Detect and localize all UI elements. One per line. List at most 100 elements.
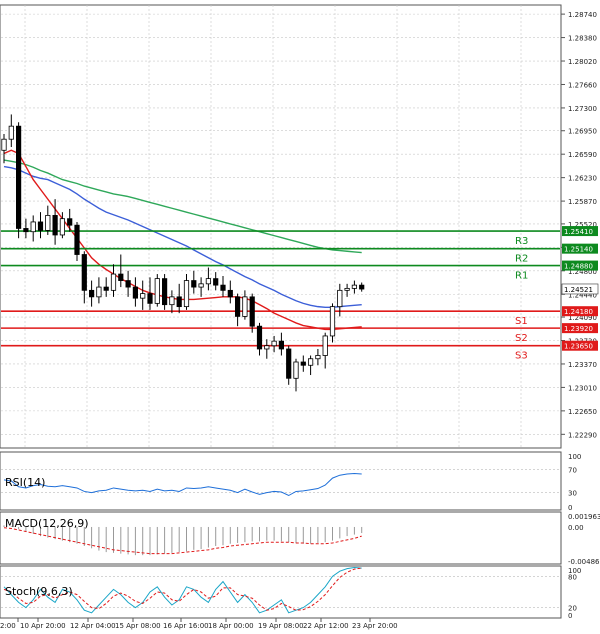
- candle-body: [1, 138, 7, 151]
- candle-body: [271, 340, 277, 347]
- stoch-tick-label: 80: [568, 573, 577, 581]
- price-tick-label: 1.28020: [568, 58, 597, 66]
- x-tick-label: 16 Apr 16:00: [163, 622, 209, 630]
- price-tick-label: 1.23010: [568, 384, 597, 392]
- rsi-tick-label: 0: [568, 504, 572, 512]
- rsi-tick-label: 70: [568, 466, 577, 474]
- rsi-panel: [0, 451, 562, 511]
- price-tick-label: 1.27660: [568, 81, 597, 89]
- candle-body: [81, 254, 87, 291]
- candle-body: [161, 278, 168, 306]
- candle-body: [234, 296, 241, 317]
- price-tick-label: 1.26950: [568, 128, 597, 136]
- pivot-price-tag-bg: [562, 226, 598, 237]
- candlesticks: [1, 114, 365, 392]
- candle-body: [205, 278, 211, 285]
- candle-body: [359, 284, 365, 290]
- candle-body: [74, 224, 80, 255]
- candle-body: [140, 293, 146, 299]
- candle-body: [278, 340, 285, 350]
- candle-body: [242, 296, 248, 317]
- price-tick-label: 1.22650: [568, 408, 597, 416]
- candle-body: [132, 286, 138, 299]
- pivot-label-s3: S3: [515, 351, 528, 362]
- candle-body: [300, 361, 306, 366]
- candle-body: [213, 278, 219, 286]
- candle-body: [264, 345, 270, 350]
- candle-body: [351, 284, 358, 289]
- macd-signal-line: [3, 527, 362, 555]
- stoch-line: [3, 567, 362, 614]
- rsi-tick-label: 30: [568, 490, 577, 498]
- pivot-price-tag-bg: [562, 340, 598, 351]
- macd-indicator: 0.001963 0.00 -0.004861: [3, 513, 600, 566]
- candle-body: [96, 286, 102, 298]
- price-tick-label: 1.28740: [568, 11, 597, 19]
- candle-body: [286, 348, 292, 379]
- macd-title: MACD(12,26,9): [5, 517, 89, 530]
- pivot-price-tag: 1.24880: [564, 263, 593, 271]
- price-tick-label: 1.27300: [568, 105, 597, 113]
- pivot-price-tag-bg: [562, 323, 598, 334]
- moving-average-line: [3, 159, 362, 254]
- x-tick-label: 22 Apr 12:00: [303, 622, 349, 630]
- price-tick-label: 1.24440: [568, 291, 597, 299]
- pivot-label-r1: R1: [515, 271, 528, 282]
- price-panel: [0, 4, 562, 449]
- x-tick-label: 15 Apr 08:00: [115, 622, 161, 630]
- candle-body: [89, 289, 95, 298]
- candle-body: [30, 221, 36, 233]
- pivot-price-tag: 1.23920: [564, 325, 593, 333]
- pivot-price-tag: 1.24180: [564, 308, 593, 316]
- stoch-tick-label: 0: [568, 612, 572, 620]
- moving-average-line: [3, 165, 362, 308]
- pivot-price-tag-bg: [562, 260, 598, 271]
- candle-body: [110, 273, 117, 291]
- x-axis: 2:00 10 Apr 20:00 12 Apr 04:00 15 Apr 08:00…: [0, 618, 398, 630]
- rsi-indicator: 100 70 30 0: [1, 453, 581, 512]
- candle-body: [220, 284, 226, 291]
- price-tick-label: 1.24090: [568, 314, 597, 322]
- rsi-line: [3, 472, 362, 497]
- price-tick-label: 1.24800: [568, 268, 597, 276]
- candle-body: [59, 218, 66, 236]
- macd-tick-label: 0.00: [568, 524, 584, 532]
- price-tick-label: 1.28380: [568, 35, 597, 43]
- candle-body: [125, 280, 131, 288]
- price-tick-label: 1.26590: [568, 151, 597, 159]
- candle-body: [147, 293, 153, 304]
- candle-body: [293, 361, 299, 379]
- x-tick-label: 10 Apr 20:00: [20, 622, 66, 630]
- candle-body: [15, 125, 22, 229]
- candle-body: [103, 286, 109, 291]
- price-tick-label: 1.22290: [568, 431, 597, 439]
- price-grid: [1, 5, 560, 448]
- candle-body: [52, 215, 58, 236]
- stoch-tick-label: 100: [568, 567, 581, 575]
- pivot-price-tag: 1.25410: [564, 228, 593, 236]
- candle-body: [198, 283, 204, 288]
- candle-body: [169, 296, 175, 306]
- pivot-label-s2: S2: [515, 333, 528, 344]
- rsi-tick-label: 100: [568, 453, 581, 461]
- candle-body: [227, 289, 233, 298]
- candle-body: [45, 215, 51, 231]
- current-price-label: 1.24521: [564, 286, 593, 294]
- pivot-label-s1: S1: [515, 316, 528, 327]
- pivot-price-tag: 1.25140: [564, 246, 593, 254]
- candle-body: [307, 358, 314, 366]
- macd-tick-label: 0.001963: [568, 513, 600, 521]
- candle-body: [315, 355, 321, 360]
- candle-body: [183, 280, 190, 308]
- pivot-price-tag-bg: [562, 306, 598, 317]
- candle-body: [37, 221, 44, 231]
- price-tick-label: 1.26230: [568, 175, 597, 183]
- candle-body: [67, 218, 73, 226]
- candle-body: [249, 296, 255, 327]
- current-price-tag-bg: [561, 283, 599, 295]
- candle-body: [329, 306, 336, 337]
- current-price-tag: 1.24521: [561, 283, 599, 295]
- candle-body: [337, 289, 343, 308]
